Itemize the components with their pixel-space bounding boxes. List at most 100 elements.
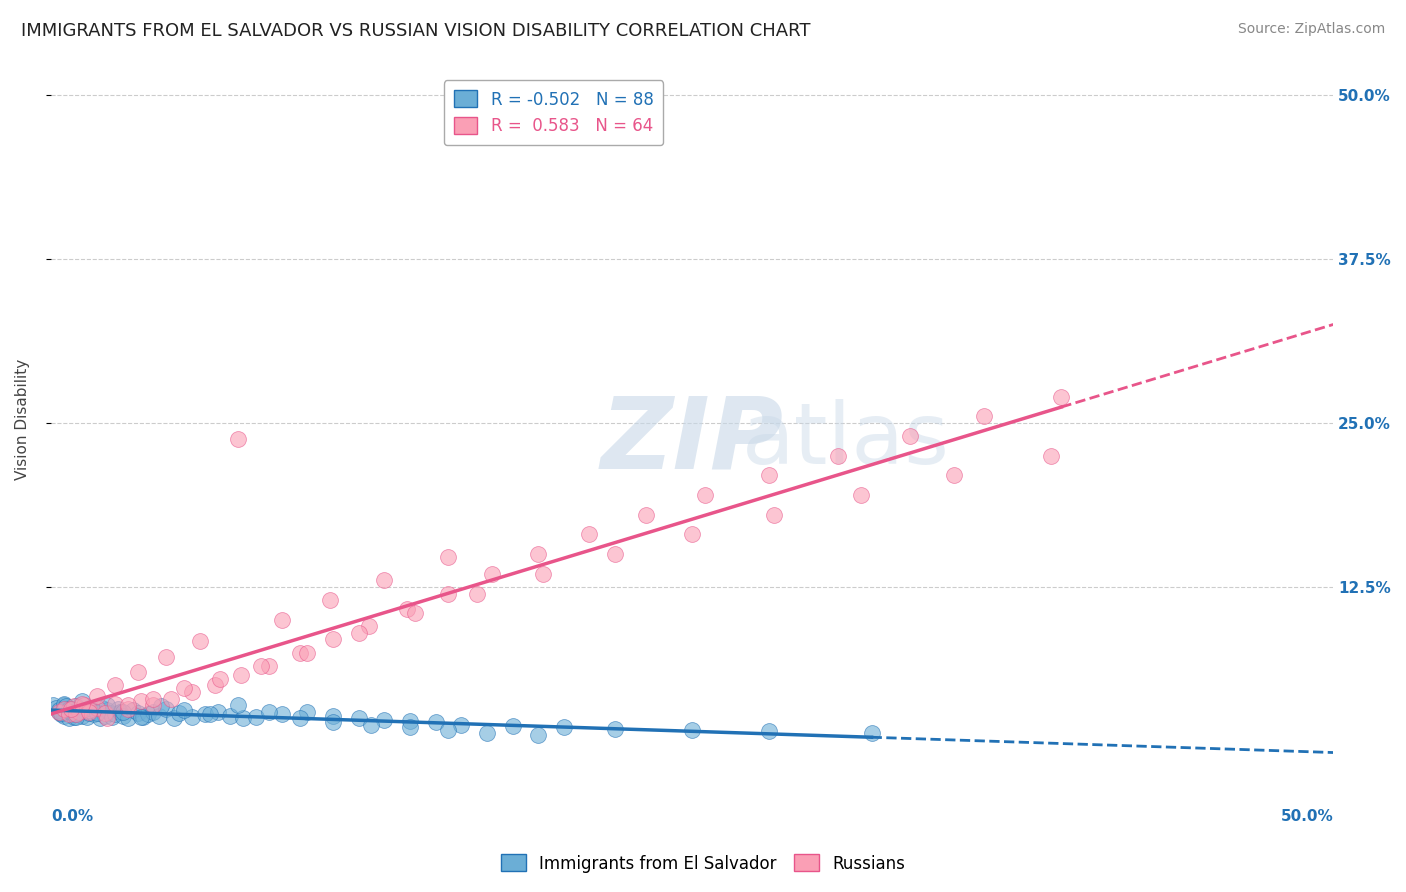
Point [80,702,103,716]
Point [65,710,87,724]
Point [155,702,177,716]
Point [150,699,173,714]
Point [603,547,626,561]
Point [49,707,72,722]
Point [763,508,786,522]
Point [63,699,86,714]
Point [180,710,202,724]
Point [898,429,921,443]
Point [73,703,96,717]
Point [129,694,152,708]
Point [758,724,780,739]
Point [65,707,87,722]
Point [129,710,152,724]
Point [79,705,101,719]
Point [76,710,98,724]
Point [319,593,342,607]
Point [481,566,503,581]
Point [122,703,145,717]
Point [160,691,183,706]
Point [527,547,550,561]
Point [107,702,129,716]
Text: atlas: atlas [742,400,950,483]
Point [531,566,554,581]
Point [245,710,267,724]
Point [91,700,114,714]
Point [942,468,965,483]
Legend: R = -0.502   N = 88, R =  0.583   N = 64: R = -0.502 N = 88, R = 0.583 N = 64 [444,80,664,145]
Point [79,706,101,720]
Point [173,703,195,717]
Point [693,488,716,502]
Point [373,574,395,588]
Point [52,697,75,711]
Point [347,711,370,725]
Point [851,488,873,502]
Point [257,705,280,719]
Point [42,698,65,712]
Point [322,632,344,647]
Point [101,710,124,724]
Point [681,527,703,541]
Point [96,711,118,725]
Point [1050,390,1073,404]
Point [67,705,90,719]
Point [55,699,77,714]
Text: Source: ZipAtlas.com: Source: ZipAtlas.com [1237,22,1385,37]
Point [142,691,165,706]
Point [48,705,70,719]
Point [229,668,252,682]
Point [404,606,426,620]
Point [58,700,80,714]
Point [167,706,190,720]
Point [104,678,127,692]
Point [1040,449,1063,463]
Point [52,708,75,723]
Point [297,705,319,719]
Point [52,702,75,716]
Point [89,711,111,725]
Point [155,649,177,664]
Point [297,646,319,660]
Point [250,658,273,673]
Point [93,708,115,723]
Text: IMMIGRANTS FROM EL SALVADOR VS RUSSIAN VISION DISABILITY CORRELATION CHART: IMMIGRANTS FROM EL SALVADOR VS RUSSIAN V… [21,22,811,40]
Legend: Immigrants from El Salvador, Russians: Immigrants from El Salvador, Russians [495,847,911,880]
Point [132,710,155,724]
Point [67,705,90,719]
Point [63,707,86,722]
Point [108,705,131,719]
Point [83,707,105,722]
Point [322,708,344,723]
Text: 50.0%: 50.0% [1281,809,1333,824]
Point [86,689,108,703]
Point [98,706,121,720]
Point [396,602,419,616]
Point [48,705,70,719]
Point [288,646,311,660]
Text: 0.0%: 0.0% [51,809,93,824]
Point [60,705,83,719]
Point [65,707,87,722]
Point [142,698,165,712]
Point [827,449,849,463]
Point [973,409,995,424]
Point [136,707,159,722]
Point [86,700,108,714]
Point [55,702,77,716]
Point [209,672,232,686]
Point [578,527,600,541]
Point [96,703,118,717]
Point [86,706,108,720]
Point [79,700,101,714]
Point [360,718,382,732]
Point [52,698,75,712]
Point [681,723,703,737]
Point [163,711,186,725]
Point [148,708,170,723]
Point [70,708,93,723]
Point [96,698,118,712]
Point [450,718,472,732]
Point [465,586,488,600]
Point [373,713,395,727]
